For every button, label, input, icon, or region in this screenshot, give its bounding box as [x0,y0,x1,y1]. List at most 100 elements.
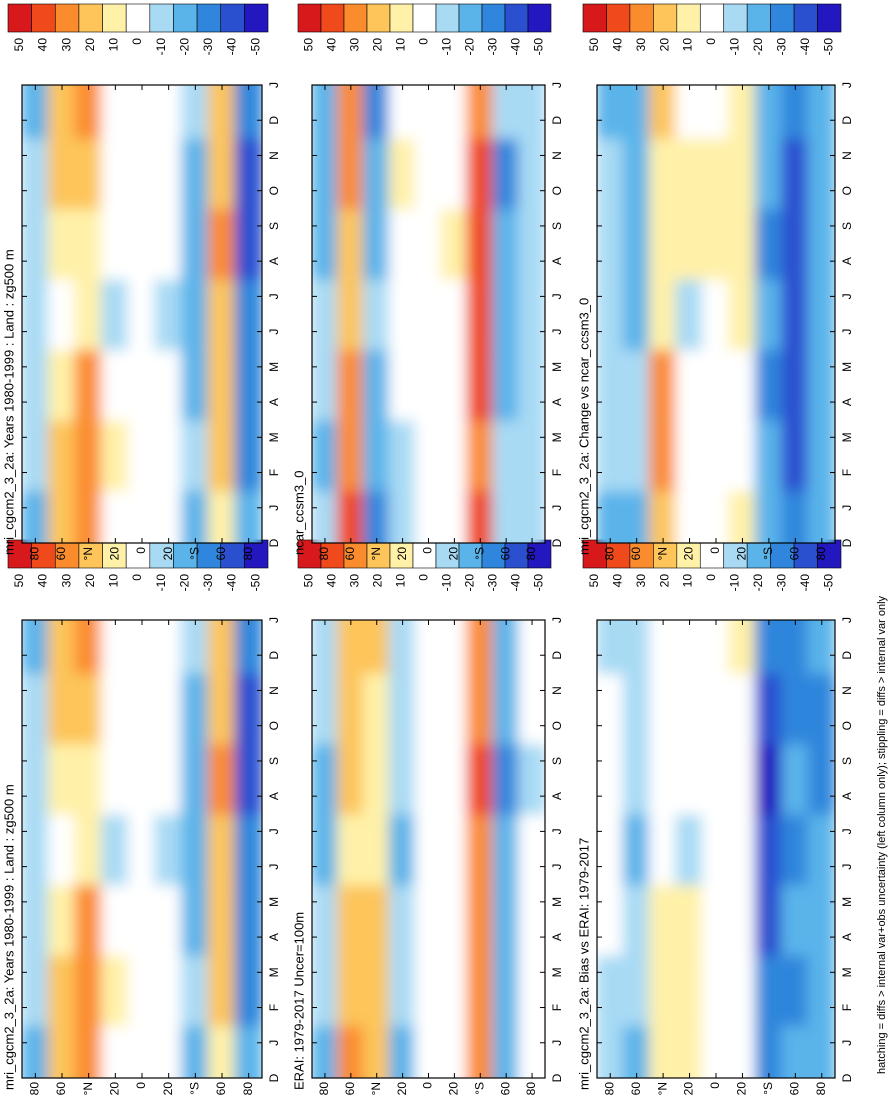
x-tick-label: M [550,432,564,442]
colorbar-label: 50 [302,38,316,52]
y-tick-label: 0 [134,547,148,554]
field-cell [466,348,495,421]
field-cell [781,136,810,210]
y-tick-label: 0 [421,1082,435,1089]
field-cell [22,418,50,492]
colorbar-label: 40 [325,574,339,588]
field-cell [622,812,651,886]
field-cell [466,85,495,139]
colorbar-label: -10 [154,38,168,56]
field-cell [207,207,237,280]
field-cell [154,883,183,956]
y-tick-label: 60 [214,1082,228,1096]
field-cell [74,1024,104,1078]
field-cell [754,207,784,280]
field-cell [597,207,625,280]
field-cell [807,883,835,956]
field-cell [362,489,391,543]
field-cell [101,489,130,543]
field-cell [362,742,391,815]
field-cell [74,489,104,543]
field-cell [675,418,704,492]
field-cell [597,742,625,815]
colorbar-box [504,3,529,33]
x-tick-label: D [267,651,281,660]
field-cell [336,742,365,815]
y-tick-label: °S [188,547,202,560]
y-tick-label: °S [761,1082,775,1095]
field-cells [597,85,835,543]
colorbar-label: -20 [463,38,477,56]
field-cell [492,348,521,421]
colorbar-label: 50 [587,574,601,588]
colorbar-box [582,3,607,33]
field-cell [807,418,835,492]
field-cell [781,348,810,421]
y-tick-label: 20 [161,547,175,561]
colorbar-box [458,3,483,33]
colorbar-box [770,3,795,33]
field-cell [388,277,417,351]
field-cell [675,489,704,543]
colorbar-label: 40 [36,574,50,588]
colorbar-box [149,3,174,33]
field-cell [440,620,469,674]
field-cell [74,136,104,210]
field-cell [312,812,339,886]
x-tick-label: A [267,257,281,265]
field-cell [701,671,731,745]
y-tick-label: °N [81,547,95,560]
field-cell [597,620,625,674]
field-cell [492,136,521,210]
field-cells [312,85,545,543]
field-cell [154,418,183,492]
y-tick-label: 20 [735,547,749,561]
x-tick-label: D [550,1073,564,1082]
field-cell [127,812,157,886]
field-cell [648,1024,678,1078]
field-cell [207,136,237,210]
field-cell [414,883,443,956]
field-cell [207,489,237,543]
x-tick-label: J [267,828,281,834]
x-tick-label: S [840,222,854,230]
colorbar-box [817,3,842,33]
field-cell [101,85,130,139]
field-cell [336,1024,365,1078]
y-tick-label: 80 [241,547,255,561]
y-tick-label: 20 [395,1082,409,1096]
field-cell [312,953,339,1027]
y-tick-label: 20 [682,547,696,561]
colorbar-box [746,3,771,33]
colorbar-label: -50 [532,38,546,56]
colorbar-box [7,3,32,33]
y-tick-label: 80 [814,1082,828,1096]
x-tick-label: N [550,686,564,695]
field-cell [181,136,210,210]
field-cell [22,348,50,421]
x-tick-label: S [267,222,281,230]
x-tick-label: J [267,293,281,299]
y-tick-label: °N [655,1082,669,1095]
y-tick-label: 80 [241,1082,255,1096]
colorbar-label: -20 [751,574,765,592]
x-tick-label: J [840,828,854,834]
field-cell [22,136,50,210]
colorbar-label: -40 [798,38,812,56]
field-cell [597,953,625,1027]
field-cell [518,136,545,210]
colorbar-label: -40 [509,574,523,592]
x-tick-label: M [840,897,854,907]
field-cell [701,348,731,421]
field-cell [207,883,237,956]
field-cell [22,620,50,674]
field-cell [754,85,784,139]
panel-title: ERAI: 1979-2017 Uncer=100m [291,912,306,1090]
colorbar-label: 20 [371,574,385,588]
field-cells [597,620,835,1078]
y-tick-label: 20 [395,547,409,561]
field-cell [414,671,443,745]
field-cell [181,348,210,421]
field-cell [127,671,157,745]
colorbar-label: -50 [248,38,262,56]
